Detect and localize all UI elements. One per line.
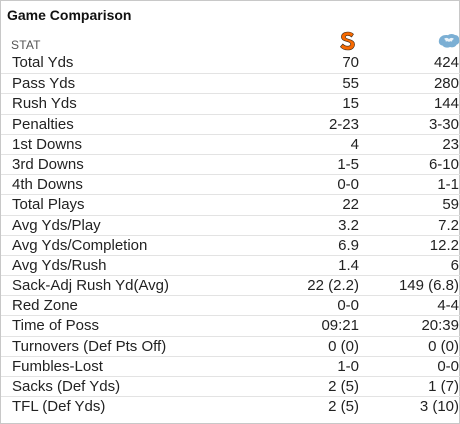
home-value: 4 bbox=[350, 135, 359, 153]
table-row: Sacks (Def Yds) 2 (5) 1 (7) bbox=[1, 376, 460, 396]
home-value: 70 bbox=[342, 54, 359, 71]
away-value: 1 (7) bbox=[428, 378, 459, 395]
unc-ram-logo-icon bbox=[438, 33, 460, 48]
home-value: 0 (0) bbox=[328, 337, 359, 355]
stat-name: Time of Poss bbox=[12, 317, 99, 335]
away-value: 4-4 bbox=[437, 297, 459, 315]
home-value: 3.2 bbox=[338, 216, 359, 234]
home-value: 2 (5) bbox=[328, 378, 359, 395]
stat-name: Turnovers (Def Pts Off) bbox=[12, 337, 167, 355]
stat-name: Total Plays bbox=[12, 196, 85, 214]
away-value: 424 bbox=[433, 54, 459, 71]
table-row: Avg Yds/Rush 1.4 6 bbox=[1, 254, 460, 275]
stat-name: Sack-Adj Rush Yd(Avg) bbox=[12, 277, 170, 295]
table-row: Total Yds 70 424 bbox=[1, 53, 460, 73]
home-value: 2-23 bbox=[328, 115, 359, 133]
away-value: 144 bbox=[433, 95, 459, 113]
table-row: Fumbles-Lost 1-0 0-0 bbox=[1, 355, 460, 376]
home-value: 0-0 bbox=[337, 297, 359, 315]
away-value: 280 bbox=[433, 75, 459, 93]
stat-name: TFL (Def Yds) bbox=[12, 398, 106, 416]
home-value: 1-5 bbox=[337, 155, 359, 173]
table-row: Turnovers (Def Pts Off) 0 (0) 0 (0) bbox=[1, 335, 460, 356]
stat-name: Penalties bbox=[12, 115, 74, 133]
table-row: Sack-Adj Rush Yd(Avg) 22 (2.2) 149 (6.8) bbox=[1, 275, 460, 295]
table-row: Rush Yds 15 144 bbox=[1, 93, 460, 113]
syracuse-s-logo-icon bbox=[340, 31, 355, 51]
stat-name: Avg Yds/Rush bbox=[12, 256, 107, 274]
away-value: 59 bbox=[442, 196, 459, 214]
away-value: 1-1 bbox=[437, 176, 459, 194]
home-value: 15 bbox=[342, 95, 359, 113]
stat-name: 4th Downs bbox=[12, 176, 83, 194]
stat-column-header: STAT bbox=[11, 38, 41, 52]
table-row: TFL (Def Yds) 2 (5) 3 (10) bbox=[1, 396, 460, 416]
table-row: 3rd Downs 1-5 6-10 bbox=[1, 153, 460, 174]
away-value: 3-30 bbox=[428, 115, 459, 133]
stat-name: Total Yds bbox=[12, 54, 74, 71]
table-row: Total Plays 22 59 bbox=[1, 194, 460, 214]
away-value: 0 (0) bbox=[428, 337, 459, 355]
table-row: Pass Yds 55 280 bbox=[1, 73, 460, 93]
away-value: 149 (6.8) bbox=[398, 277, 459, 295]
stat-name: Rush Yds bbox=[12, 95, 77, 113]
away-value: 0-0 bbox=[437, 357, 459, 375]
home-value: 22 (2.2) bbox=[307, 277, 359, 295]
table-row: Time of Poss 09:21 20:39 bbox=[1, 315, 460, 335]
table-row: 4th Downs 0-0 1-1 bbox=[1, 174, 460, 194]
stat-name: Avg Yds/Play bbox=[12, 216, 101, 234]
table-row: Avg Yds/Play 3.2 7.2 bbox=[1, 214, 460, 235]
home-value: 22 bbox=[342, 196, 359, 214]
home-value: 6.9 bbox=[338, 236, 359, 254]
home-value: 55 bbox=[342, 75, 359, 93]
table-row: Penalties 2-23 3-30 bbox=[1, 113, 460, 134]
table-row: Avg Yds/Completion 6.9 12.2 bbox=[1, 234, 460, 255]
table-row: 1st Downs 4 23 bbox=[1, 133, 460, 154]
table-row: Red Zone 0-0 4-4 bbox=[1, 295, 460, 315]
stat-name: Red Zone bbox=[12, 297, 78, 315]
home-value: 2 (5) bbox=[328, 398, 359, 416]
away-value: 7.2 bbox=[438, 216, 459, 234]
stat-name: 1st Downs bbox=[12, 135, 83, 153]
stat-name: 3rd Downs bbox=[12, 155, 84, 173]
away-value: 23 bbox=[442, 135, 459, 153]
panel-title: Game Comparison bbox=[7, 7, 132, 23]
home-value: 0-0 bbox=[337, 176, 359, 194]
table-header: STAT bbox=[11, 31, 460, 53]
away-value: 20:39 bbox=[421, 317, 459, 335]
stat-name: Pass Yds bbox=[12, 75, 76, 93]
home-value: 1-0 bbox=[337, 357, 359, 375]
away-value: 3 (10) bbox=[419, 398, 459, 416]
away-value: 6 bbox=[450, 256, 459, 274]
home-value: 09:21 bbox=[321, 317, 359, 335]
stat-name: Sacks (Def Yds) bbox=[12, 378, 121, 395]
home-value: 1.4 bbox=[338, 256, 359, 274]
away-value: 6-10 bbox=[428, 155, 459, 173]
stats-table: Total Yds 70 424 Pass Yds 55 280 Rush Yds 15 144… bbox=[1, 53, 460, 416]
stat-name: Fumbles-Lost bbox=[12, 357, 103, 375]
away-value: 12.2 bbox=[429, 236, 459, 254]
stat-name: Avg Yds/Completion bbox=[12, 236, 148, 254]
